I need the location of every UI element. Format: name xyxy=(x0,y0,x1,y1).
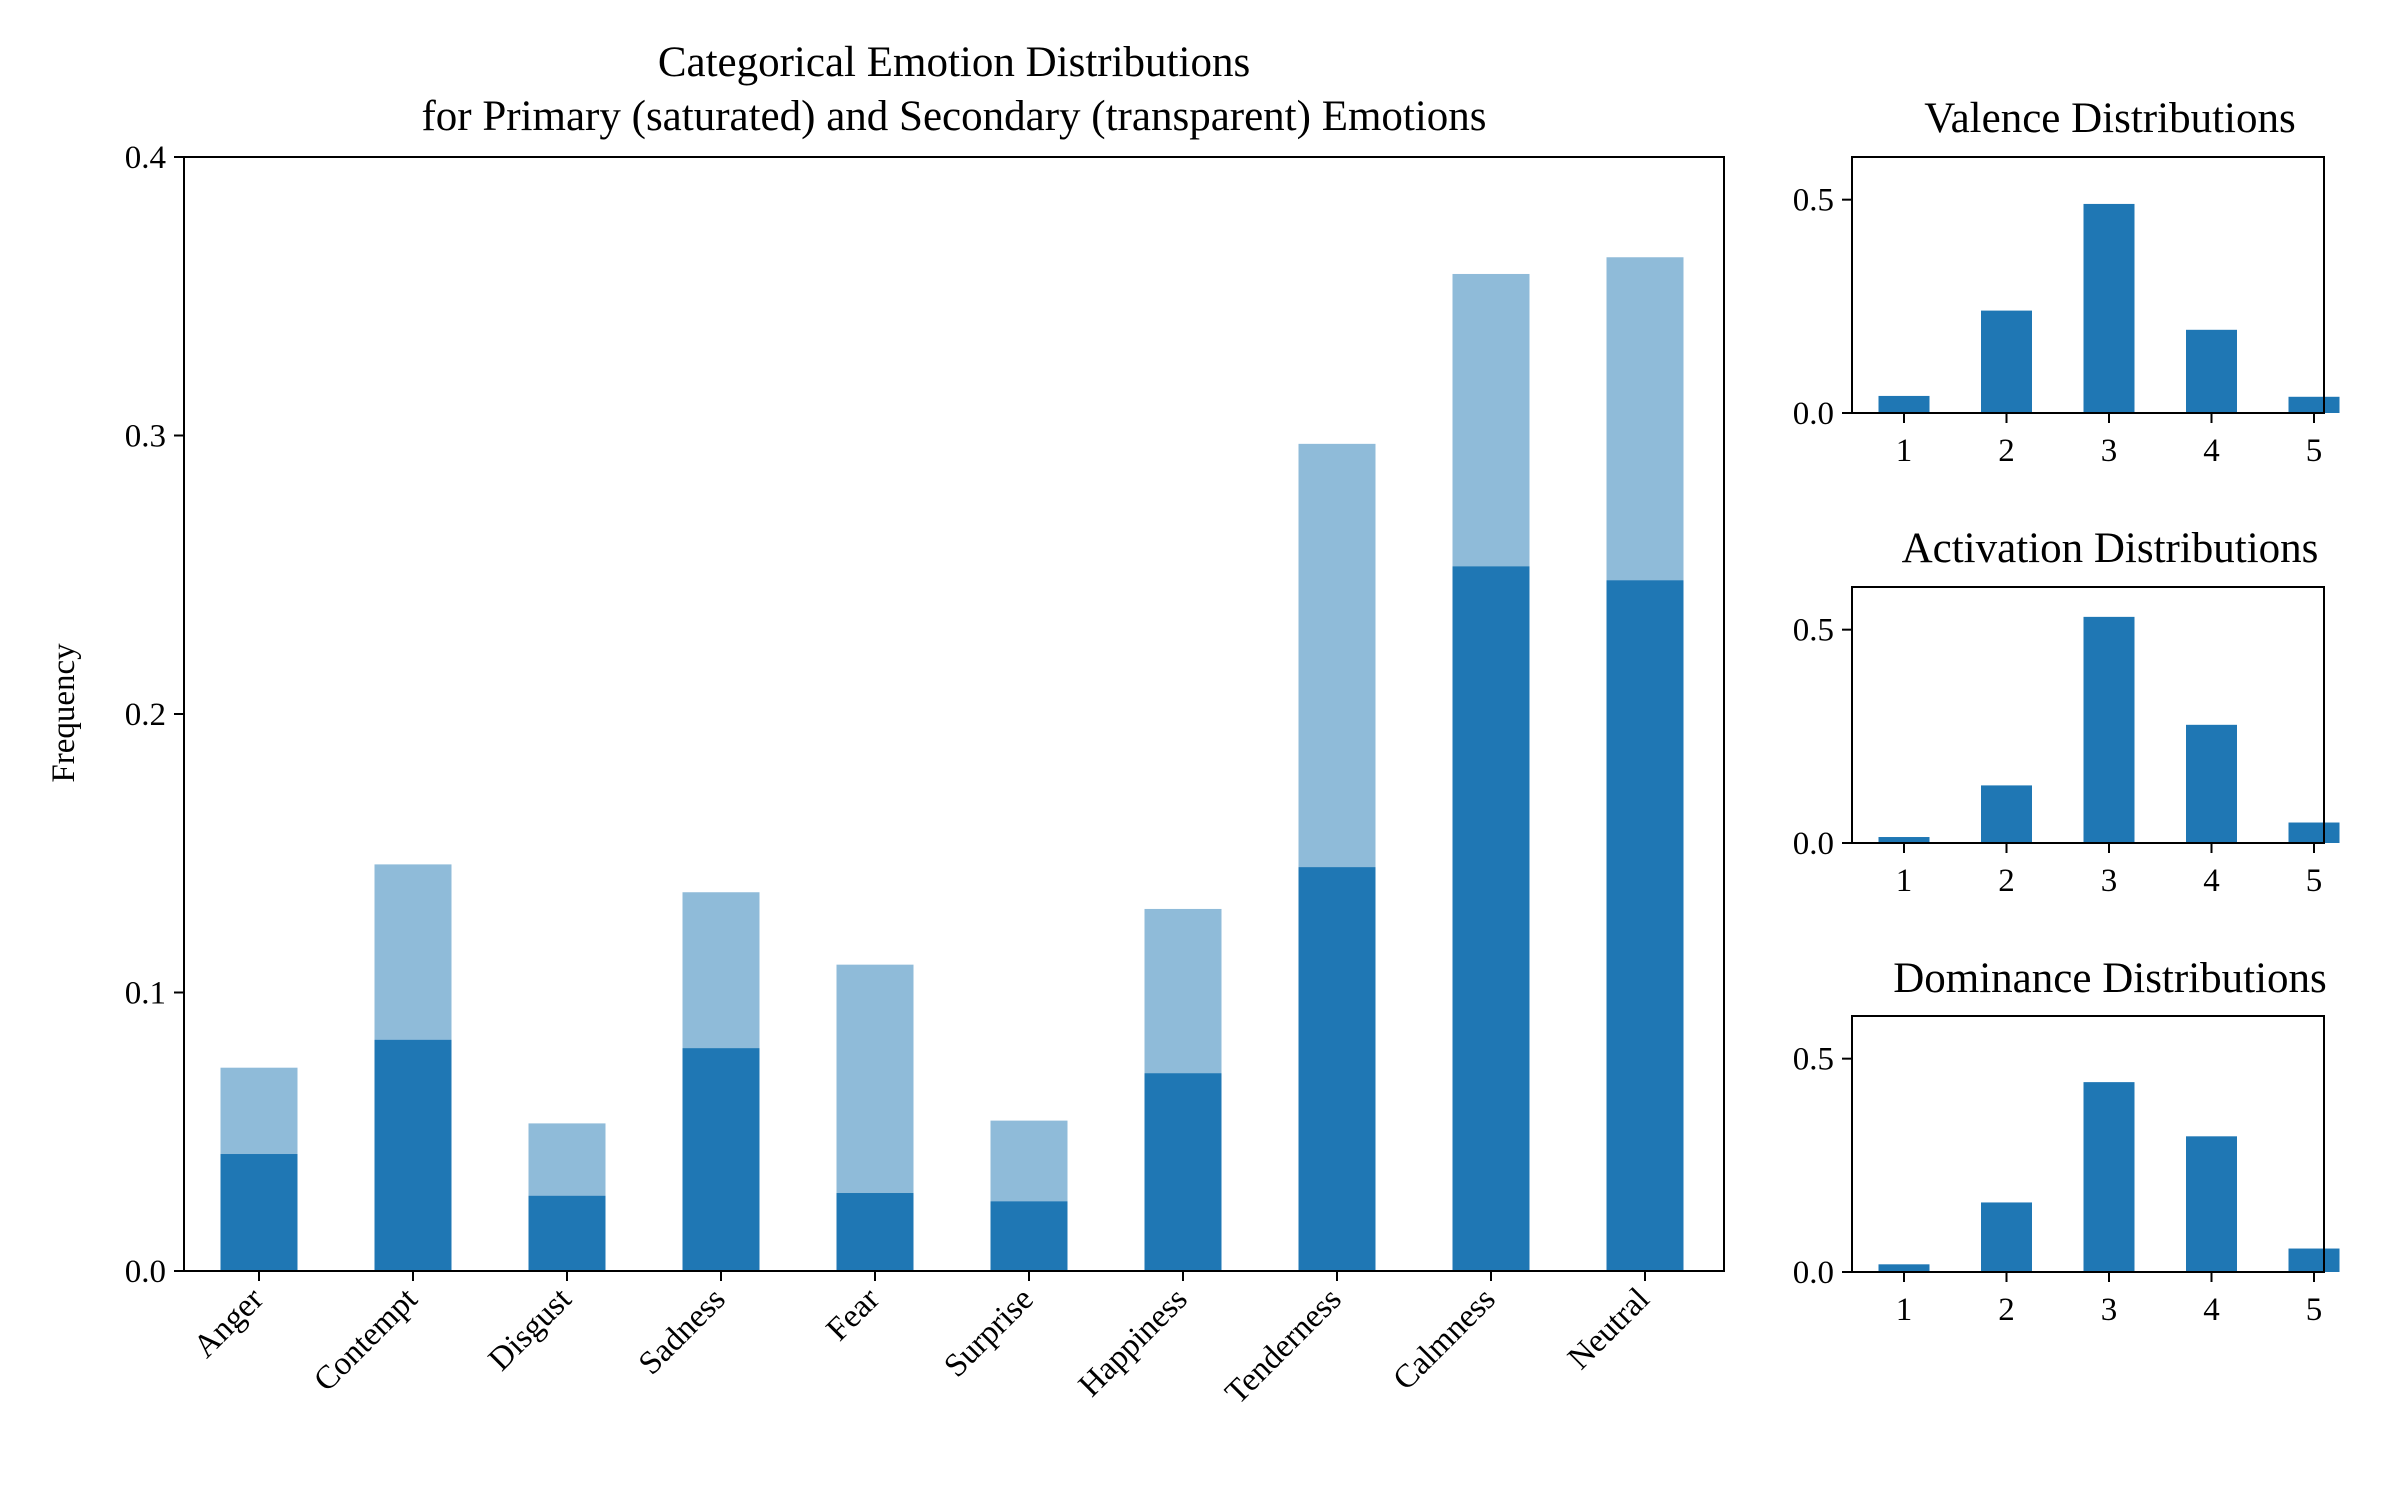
activation-bar-5 xyxy=(2288,822,2340,843)
valence-x-tick-label-2: 2 xyxy=(1998,433,2015,469)
primary-bar-fear xyxy=(836,1193,914,1271)
activation-chart-frame xyxy=(1851,586,2325,844)
activation-x-tick-label-2: 2 xyxy=(1998,863,2015,899)
main-chart-subtitle: for Primary (saturated) and Secondary (t… xyxy=(421,93,1486,140)
primary-bar-anger xyxy=(220,1154,298,1271)
main-chart-frame xyxy=(183,156,1725,1272)
dominance-chart: Dominance Distributions 0.0 0.5 1 2 3 4 5 xyxy=(1793,955,2340,1328)
primary-bar-disgust xyxy=(528,1195,606,1271)
dominance-bar-1 xyxy=(1878,1264,1930,1272)
valence-chart-x-ticks: 1 2 3 4 5 xyxy=(1896,413,2323,469)
valence-y-tick-label: 0.5 xyxy=(1793,183,1834,219)
activation-bar-3 xyxy=(2083,616,2135,843)
activation-chart-x-ticks: 1 2 3 4 5 xyxy=(1896,843,2323,899)
valence-bar-1 xyxy=(1878,395,1930,413)
valence-chart-y-ticks: 0.0 0.5 xyxy=(1793,183,1852,432)
dominance-chart-frame xyxy=(1851,1015,2325,1273)
valence-bar-2 xyxy=(1981,310,2032,413)
main-y-tick-label: 0.1 xyxy=(125,976,166,1012)
dominance-x-tick-label-4: 4 xyxy=(2203,1292,2220,1328)
dominance-y-tick-label: 0.5 xyxy=(1793,1042,1834,1078)
dominance-chart-bars xyxy=(1878,1082,2340,1272)
activation-x-tick-label-4: 4 xyxy=(2203,863,2220,899)
primary-bar-happiness xyxy=(1144,1073,1222,1271)
main-chart-y-ticks: 0.0 0.1 0.2 0.3 0.4 xyxy=(125,140,184,1290)
primary-bar-contempt xyxy=(374,1039,452,1271)
main-chart-bars xyxy=(220,257,1684,1272)
activation-chart-title: Activation Distributions xyxy=(1902,525,2319,572)
dominance-chart-y-ticks: 0.0 0.5 xyxy=(1793,1042,1852,1291)
main-y-tick-label: 0.0 xyxy=(125,1254,166,1290)
primary-bar-tenderness xyxy=(1298,867,1376,1271)
primary-bar-calmness xyxy=(1452,566,1530,1271)
activation-chart-y-ticks: 0.0 0.5 xyxy=(1793,613,1852,862)
valence-bar-3 xyxy=(2083,203,2135,413)
activation-chart-bars xyxy=(1878,616,2340,843)
valence-chart-bars xyxy=(1878,203,2340,413)
activation-y-tick-label: 0.0 xyxy=(1793,826,1834,862)
dominance-x-tick-label-2: 2 xyxy=(1998,1292,2015,1328)
activation-bar-2 xyxy=(1981,785,2032,843)
main-chart-y-axis-label: Frequency xyxy=(46,643,82,783)
main-y-tick-label: 0.2 xyxy=(125,697,166,733)
dominance-y-tick-label: 0.0 xyxy=(1793,1255,1834,1291)
main-y-tick-label: 0.3 xyxy=(125,419,166,455)
activation-x-tick-label-3: 3 xyxy=(2101,863,2118,899)
dominance-x-tick-label-1: 1 xyxy=(1896,1292,1913,1328)
valence-y-tick-label: 0.0 xyxy=(1793,396,1834,432)
valence-x-tick-label-4: 4 xyxy=(2203,433,2220,469)
valence-bar-4 xyxy=(2186,329,2237,413)
activation-y-tick-label: 0.5 xyxy=(1793,613,1834,649)
dominance-bar-4 xyxy=(2186,1136,2237,1272)
activation-bar-4 xyxy=(2186,724,2237,843)
dominance-bar-2 xyxy=(1981,1202,2032,1272)
dominance-chart-x-ticks: 1 2 3 4 5 xyxy=(1896,1272,2323,1328)
activation-chart: Activation Distributions 0.0 0.5 1 2 3 4 5 xyxy=(1793,525,2340,899)
valence-chart-frame xyxy=(1851,156,2325,414)
primary-bar-surprise xyxy=(990,1201,1068,1271)
main-chart-title: Categorical Emotion Distributions xyxy=(658,39,1250,86)
valence-chart-title: Valence Distributions xyxy=(1924,95,2295,142)
valence-x-tick-label-3: 3 xyxy=(2101,433,2118,469)
activation-x-tick-label-1: 1 xyxy=(1896,863,1913,899)
valence-x-tick-label-1: 1 xyxy=(1896,433,1913,469)
dominance-bar-5 xyxy=(2288,1248,2340,1272)
dominance-x-tick-label-5: 5 xyxy=(2306,1292,2323,1328)
primary-bar-neutral xyxy=(1606,580,1684,1271)
valence-chart: Valence Distributions 0.0 0.5 1 2 3 4 5 xyxy=(1793,95,2340,469)
activation-x-tick-label-5: 5 xyxy=(2306,863,2323,899)
dominance-bar-3 xyxy=(2083,1082,2135,1272)
activation-bar-1 xyxy=(1878,837,1930,843)
primary-bar-sadness xyxy=(682,1048,760,1271)
dominance-x-tick-label-3: 3 xyxy=(2101,1292,2118,1328)
main-y-tick-label: 0.4 xyxy=(125,140,166,176)
dominance-chart-title: Dominance Distributions xyxy=(1893,955,2327,1002)
valence-x-tick-label-5: 5 xyxy=(2306,433,2323,469)
valence-bar-5 xyxy=(2288,396,2340,413)
